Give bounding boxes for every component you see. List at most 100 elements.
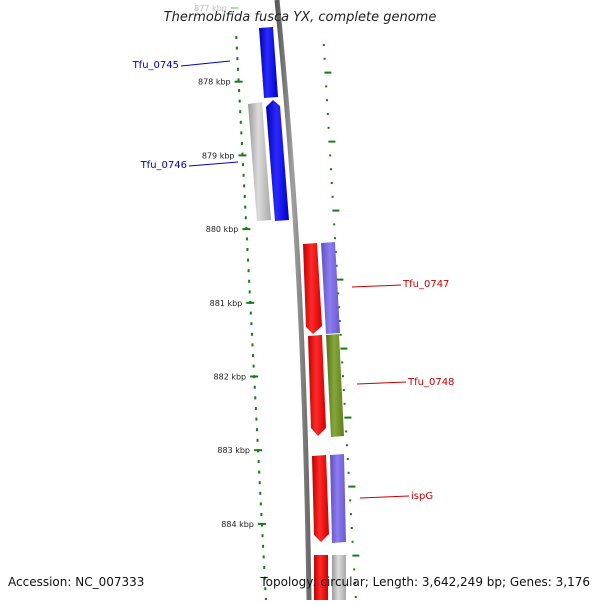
left-tick-dot bbox=[238, 89, 241, 92]
right-tick-dot bbox=[323, 57, 326, 60]
right-tick-dot bbox=[337, 306, 340, 309]
left-tick-dot bbox=[242, 173, 245, 177]
right-tick-dot bbox=[347, 471, 350, 474]
tick-label: 881 kbp bbox=[210, 299, 243, 308]
tick-label: 882 kbp bbox=[214, 373, 247, 382]
left-tick-dot bbox=[264, 587, 267, 591]
tick-label: 880 kbp bbox=[206, 225, 239, 234]
cds-tfu0748-olive[interactable] bbox=[326, 334, 344, 437]
left-tick-dots bbox=[235, 36, 267, 601]
right-tick-dot bbox=[326, 113, 329, 115]
cds-tfu0745-gray[interactable] bbox=[248, 102, 271, 221]
left-tick-dot bbox=[259, 502, 262, 506]
right-tick-dot bbox=[333, 237, 336, 240]
left-tick-dot bbox=[239, 110, 242, 114]
left-tick-dot bbox=[244, 205, 247, 209]
left-tick-dot bbox=[237, 78, 240, 82]
genome-summary-text: Topology: circular; Length: 3,642,249 bp… bbox=[260, 575, 590, 589]
left-tick-dot bbox=[260, 523, 263, 527]
gene-next-red[interactable] bbox=[314, 555, 328, 600]
right-tick-dot bbox=[324, 71, 332, 74]
gene-ispg-arrow[interactable] bbox=[312, 455, 329, 542]
right-tick-dot bbox=[344, 416, 352, 419]
left-tick-dot bbox=[242, 163, 245, 167]
right-tick-dot bbox=[349, 499, 352, 502]
gene-tfu0747-arrow[interactable] bbox=[303, 243, 322, 334]
gene-features bbox=[248, 27, 346, 600]
left-tick-dot bbox=[235, 46, 238, 50]
left-tick-dot bbox=[251, 343, 254, 347]
gene-label-tfu0747[interactable]: Tfu_0747 bbox=[402, 279, 449, 290]
right-tick-dot bbox=[340, 347, 348, 350]
cds-ispg-purple[interactable] bbox=[330, 454, 346, 543]
left-tick-dot bbox=[252, 364, 255, 368]
tick-label: 878 kbp bbox=[198, 78, 231, 87]
left-tick-dot bbox=[249, 311, 252, 315]
right-tick-dot bbox=[329, 154, 332, 157]
right-tick-dot bbox=[338, 320, 341, 322]
map-title: Thermobifida fusca YX, complete genome bbox=[163, 10, 437, 25]
left-tick-dot bbox=[263, 576, 266, 580]
major-tick-mark bbox=[242, 228, 251, 231]
right-tick-dot bbox=[330, 168, 333, 171]
left-tick-dot bbox=[248, 279, 251, 283]
gene-tfu0745-block[interactable] bbox=[259, 27, 278, 98]
left-tick-dot bbox=[235, 36, 238, 39]
gene-label-tfu0746[interactable]: Tfu_0746 bbox=[140, 160, 187, 171]
cds-tfu0747-purple[interactable] bbox=[321, 242, 340, 334]
left-tick-dot bbox=[240, 142, 243, 145]
left-tick-dot bbox=[262, 555, 265, 559]
leader-ispg bbox=[359, 495, 410, 499]
left-tick-dot bbox=[261, 534, 264, 538]
left-tick-dot bbox=[260, 513, 263, 516]
major-tick-mark bbox=[238, 154, 247, 157]
gene-tfu0745-arrow[interactable] bbox=[266, 100, 289, 221]
gene-tfu0748-arrow[interactable] bbox=[308, 335, 326, 436]
gene-label-tfu0745[interactable]: Tfu_0745 bbox=[132, 60, 179, 71]
left-tick-dot bbox=[263, 566, 266, 569]
tick-label: 879 kbp bbox=[202, 151, 235, 160]
left-tick-dot bbox=[236, 57, 239, 61]
right-tick-dot bbox=[327, 126, 330, 129]
right-tick-dots bbox=[322, 44, 360, 598]
right-tick-dot bbox=[341, 361, 344, 364]
right-tick-dot bbox=[341, 375, 344, 378]
cds-next-gray[interactable] bbox=[332, 555, 346, 600]
right-tick-dot bbox=[332, 209, 340, 212]
gene-label-ispg[interactable]: ispG bbox=[411, 491, 433, 502]
right-tick-dot bbox=[353, 582, 356, 585]
left-tick-dot bbox=[240, 131, 243, 135]
gene-labels: Tfu_0745 Tfu_0746 Tfu_0747 Tfu_0748 ispG bbox=[132, 60, 455, 502]
left-tick-dot bbox=[255, 428, 258, 432]
right-tick-dot bbox=[345, 444, 348, 447]
left-tick-dot bbox=[250, 322, 253, 326]
left-tick-dot bbox=[239, 120, 242, 124]
right-tick-dot bbox=[351, 540, 354, 543]
right-tick-dot bbox=[339, 333, 342, 336]
left-tick-dot bbox=[247, 269, 250, 273]
genome-backbone bbox=[274, 0, 312, 601]
left-tick-dot bbox=[250, 332, 253, 336]
leader-tfu0747 bbox=[351, 284, 402, 288]
major-tick-mark bbox=[246, 301, 255, 304]
major-tick-mark bbox=[254, 449, 263, 452]
left-tick-dot bbox=[254, 407, 257, 410]
right-tick-dot bbox=[322, 44, 325, 46]
left-tick-dot bbox=[244, 216, 247, 220]
right-tick-dot bbox=[342, 389, 345, 391]
right-tick-dot bbox=[349, 513, 352, 516]
right-tick-dot bbox=[330, 182, 333, 184]
left-tick-dot bbox=[255, 417, 258, 421]
gene-label-tfu0748[interactable]: Tfu_0748 bbox=[407, 377, 454, 388]
tick-label: 883 kbp bbox=[217, 446, 250, 455]
right-tick-dot bbox=[348, 485, 356, 488]
right-tick-dot bbox=[343, 402, 346, 405]
left-tick-dot bbox=[262, 544, 265, 548]
right-tick-dot bbox=[334, 251, 337, 253]
left-tick-dot bbox=[246, 248, 249, 251]
major-tick-mark bbox=[234, 80, 243, 83]
left-tick-dot bbox=[254, 396, 257, 400]
accession-text: Accession: NC_007333 bbox=[8, 575, 145, 589]
